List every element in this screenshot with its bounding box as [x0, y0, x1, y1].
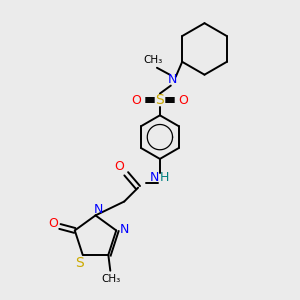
- Text: O: O: [114, 160, 124, 173]
- Text: S: S: [75, 256, 84, 270]
- Text: O: O: [179, 94, 189, 107]
- Text: N: N: [168, 73, 178, 86]
- Text: N: N: [149, 171, 159, 184]
- Text: O: O: [131, 94, 141, 107]
- Text: CH₃: CH₃: [102, 274, 121, 284]
- Text: H: H: [160, 171, 170, 184]
- Text: O: O: [48, 217, 58, 230]
- Text: CH₃: CH₃: [143, 55, 163, 65]
- Text: N: N: [94, 203, 103, 216]
- Text: N: N: [119, 223, 129, 236]
- Text: S: S: [155, 94, 164, 107]
